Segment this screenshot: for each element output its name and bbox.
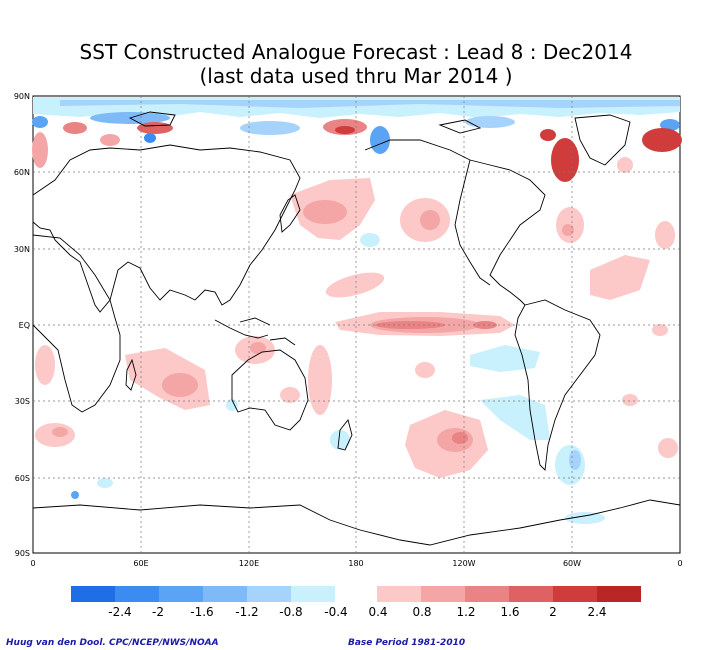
legend-swatch bbox=[159, 586, 203, 602]
lon-label: 60E bbox=[133, 559, 148, 568]
anomaly-shading bbox=[32, 97, 682, 524]
legend-label: 2 bbox=[549, 605, 557, 619]
legend-label: -0.8 bbox=[279, 605, 302, 619]
lon-label: 0 bbox=[677, 559, 682, 568]
legend-label: -2 bbox=[152, 605, 164, 619]
legend-swatch bbox=[509, 586, 553, 602]
lon-label: 120E bbox=[239, 559, 259, 568]
lon-label: 60W bbox=[563, 559, 581, 568]
color-legend: -2.4 -2 -1.6 -1.2 -0.8 -0.4 0.4 0.8 1.2 … bbox=[71, 586, 641, 619]
legend-label: 2.4 bbox=[587, 605, 606, 619]
lat-labels: 90N 60N 30N EQ 30S 60S 90S bbox=[14, 92, 30, 558]
legend-swatch bbox=[247, 586, 291, 602]
legend-swatch bbox=[377, 586, 421, 602]
legend-swatch bbox=[553, 586, 597, 602]
legend-label: -0.4 bbox=[324, 605, 347, 619]
lat-label: 90N bbox=[14, 92, 30, 101]
legend-label: -1.2 bbox=[235, 605, 258, 619]
legend-label: -1.6 bbox=[190, 605, 213, 619]
se-pacific-cold bbox=[470, 345, 540, 372]
lat-label: 60S bbox=[15, 474, 30, 483]
coastlines bbox=[32, 111, 681, 546]
legend-swatch bbox=[71, 586, 115, 602]
legend-label: -2.4 bbox=[108, 605, 131, 619]
lat-label: 60N bbox=[14, 168, 30, 177]
arctic-cold-band-inner bbox=[60, 100, 680, 108]
legend-swatch bbox=[291, 586, 335, 602]
legend-swatch bbox=[465, 586, 509, 602]
lon-labels: 0 60E 120E 180 120W 60W 0 bbox=[30, 559, 682, 568]
legend-label: 1.6 bbox=[500, 605, 519, 619]
map-subtitle: (last data used thru Mar 2014 ) bbox=[199, 64, 513, 88]
legend-label: 0.4 bbox=[368, 605, 387, 619]
atlantic-warm bbox=[590, 255, 650, 300]
lon-label: 180 bbox=[348, 559, 363, 568]
legend-label: 1.2 bbox=[456, 605, 475, 619]
lat-label: 30S bbox=[15, 397, 30, 406]
base-period: Base Period 1981-2010 bbox=[348, 638, 466, 648]
lat-label: EQ bbox=[19, 321, 30, 330]
lat-label: 30N bbox=[14, 245, 30, 254]
legend-swatch bbox=[203, 586, 247, 602]
map-title: SST Constructed Analogue Forecast : Lead… bbox=[79, 40, 633, 64]
legend-swatch bbox=[115, 586, 159, 602]
legend-swatch bbox=[597, 586, 641, 602]
lon-label: 120W bbox=[452, 559, 475, 568]
legend-swatch bbox=[421, 586, 465, 602]
graticule bbox=[33, 96, 680, 553]
legend-label: 0.8 bbox=[412, 605, 431, 619]
author-credit: Huug van den Dool. CPC/NCEP/NWS/NOAA bbox=[6, 638, 219, 648]
lon-label: 0 bbox=[30, 559, 35, 568]
lat-label: 90S bbox=[15, 549, 30, 558]
